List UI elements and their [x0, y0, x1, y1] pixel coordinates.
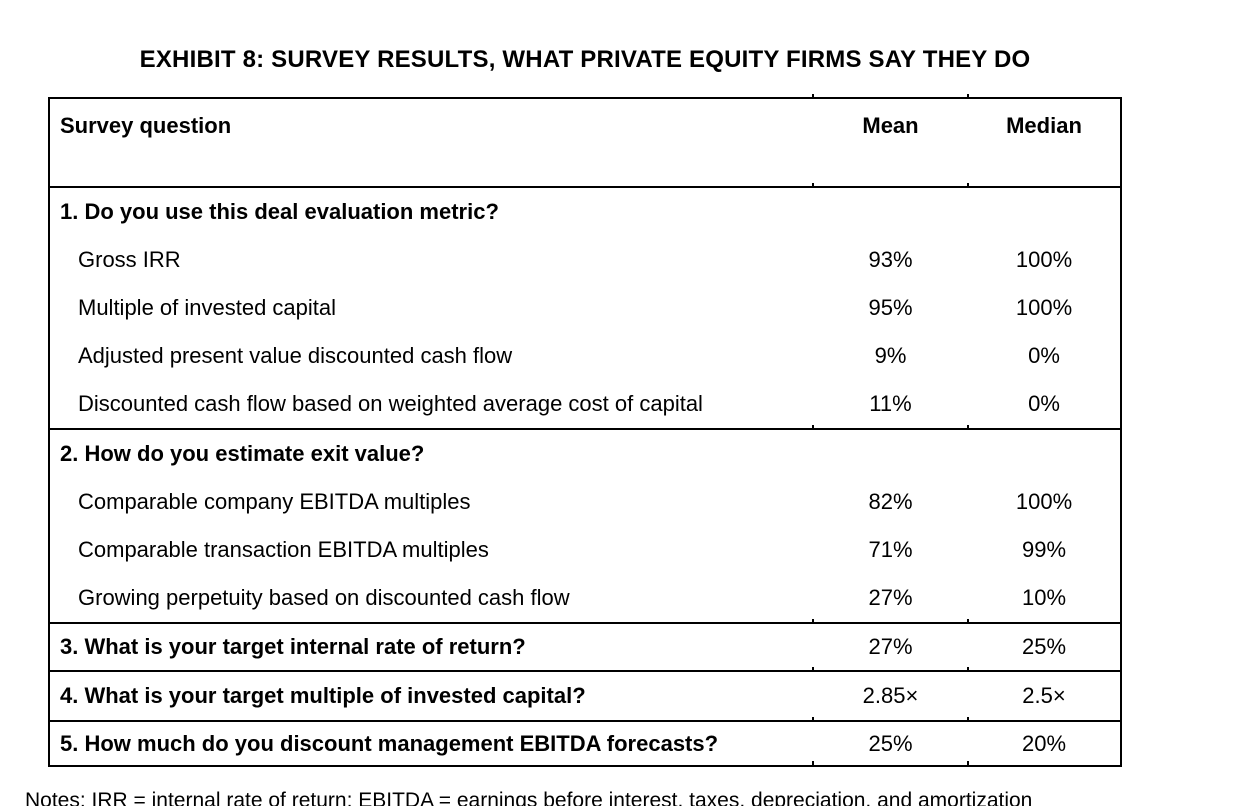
section-question: 1. Do you use this deal evaluation metri… [60, 199, 499, 224]
median-value: 10% [1021, 585, 1067, 610]
section-question: 4. What is your target multiple of inves… [60, 683, 586, 708]
mean-value: 27% [868, 585, 913, 610]
section-target-multiple: 4. What is your target multiple of inves… [50, 667, 1120, 720]
mean-value: 95% [868, 295, 913, 320]
table-row: Growing perpetuity based on discounted c… [50, 574, 1120, 622]
table-row: Comparable transaction EBITDA multiples … [50, 526, 1120, 574]
median-value: 0% [1028, 343, 1060, 368]
column-header-survey-question: Survey question [60, 113, 232, 138]
mean-value: 25% [868, 730, 913, 756]
survey-results-table: Survey question Mean Median 1. Do you us… [48, 94, 1122, 767]
row-label: Discounted cash flow based on weighted a… [78, 391, 703, 416]
mean-value: 71% [868, 537, 913, 562]
table-header-row: Survey question Mean Median [50, 94, 1120, 186]
column-header-median: Median [1006, 113, 1082, 138]
section-question: 3. What is your target internal rate of … [60, 634, 526, 659]
median-value: 100% [1015, 489, 1073, 514]
median-value: 100% [1015, 247, 1073, 272]
section-question: 5. How much do you discount management E… [60, 730, 719, 756]
median-value: 25% [1021, 634, 1067, 659]
table-row: Adjusted present value discounted cash f… [50, 332, 1120, 380]
table-row: Gross IRR 93% 100% [50, 236, 1120, 284]
table-row: Discounted cash flow based on weighted a… [50, 380, 1120, 428]
section-title-row: 2. How do you estimate exit value? [50, 430, 1120, 478]
mean-value: 27% [868, 634, 913, 659]
median-value: 20% [1021, 730, 1067, 756]
median-value: 0% [1028, 391, 1060, 416]
mean-value: 2.85× [862, 683, 919, 708]
mean-value: 9% [874, 343, 907, 368]
table-row: 3. What is your target internal rate of … [50, 624, 1120, 670]
section-deal-evaluation-metric: 1. Do you use this deal evaluation metri… [50, 183, 1120, 428]
table-row: Comparable company EBITDA multiples 82% … [50, 478, 1120, 526]
median-value: 99% [1021, 537, 1067, 562]
mean-value: 93% [868, 247, 913, 272]
mean-value: 11% [869, 391, 912, 416]
exhibit-title: EXHIBIT 8: SURVEY RESULTS, WHAT PRIVATE … [139, 46, 1031, 73]
row-label: Multiple of invested capital [78, 295, 337, 320]
row-label: Gross IRR [78, 247, 181, 272]
median-value: 2.5× [1022, 683, 1066, 708]
section-exit-value: 2. How do you estimate exit value? Compa… [50, 425, 1120, 622]
table-row: Multiple of invested capital 95% 100% [50, 284, 1120, 332]
row-label: Growing perpetuity based on discounted c… [78, 585, 570, 610]
table-row: 5. How much do you discount management E… [50, 722, 1120, 765]
median-value: 100% [1015, 295, 1073, 320]
column-header-mean: Mean [862, 113, 919, 138]
table-row: 4. What is your target multiple of inves… [50, 672, 1120, 720]
row-label: Adjusted present value discounted cash f… [78, 343, 513, 368]
mean-value: 82% [868, 489, 913, 514]
section-ebitda-forecast-discount: 5. How much do you discount management E… [50, 717, 1120, 765]
notes-text: Notes: IRR = internal rate of return; EB… [25, 789, 1033, 806]
row-label: Comparable transaction EBITDA multiples [78, 537, 489, 562]
section-question: 2. How do you estimate exit value? [60, 441, 425, 466]
section-title-row: 1. Do you use this deal evaluation metri… [50, 188, 1120, 236]
row-label: Comparable company EBITDA multiples [78, 489, 471, 514]
section-target-irr: 3. What is your target internal rate of … [50, 619, 1120, 670]
